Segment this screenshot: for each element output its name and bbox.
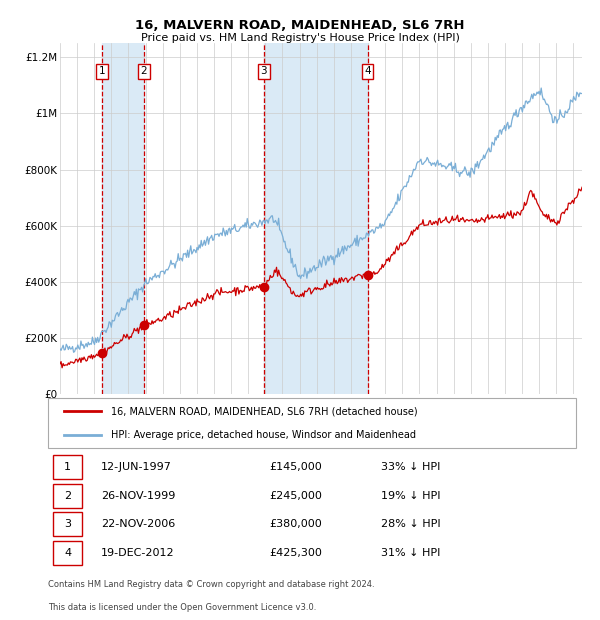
Text: 2: 2: [140, 66, 147, 76]
FancyBboxPatch shape: [53, 512, 82, 536]
Text: 19% ↓ HPI: 19% ↓ HPI: [380, 490, 440, 500]
Bar: [102, 43, 144, 394]
Bar: [263, 43, 368, 394]
Text: £145,000: £145,000: [270, 462, 323, 472]
Text: Price paid vs. HM Land Registry's House Price Index (HPI): Price paid vs. HM Land Registry's House …: [140, 33, 460, 43]
Text: 33% ↓ HPI: 33% ↓ HPI: [380, 462, 440, 472]
Text: 19-DEC-2012: 19-DEC-2012: [101, 548, 175, 558]
Text: 1: 1: [98, 66, 105, 76]
Text: 16, MALVERN ROAD, MAIDENHEAD, SL6 7RH (detached house): 16, MALVERN ROAD, MAIDENHEAD, SL6 7RH (d…: [112, 406, 418, 416]
FancyBboxPatch shape: [53, 484, 82, 508]
Text: £245,000: £245,000: [270, 490, 323, 500]
Text: 4: 4: [364, 66, 371, 76]
Text: 22-NOV-2006: 22-NOV-2006: [101, 520, 175, 529]
Text: Contains HM Land Registry data © Crown copyright and database right 2024.: Contains HM Land Registry data © Crown c…: [48, 580, 374, 589]
Text: 3: 3: [260, 66, 267, 76]
Text: 12-JUN-1997: 12-JUN-1997: [101, 462, 172, 472]
Text: 3: 3: [64, 520, 71, 529]
Text: This data is licensed under the Open Government Licence v3.0.: This data is licensed under the Open Gov…: [48, 603, 316, 612]
Text: 16, MALVERN ROAD, MAIDENHEAD, SL6 7RH: 16, MALVERN ROAD, MAIDENHEAD, SL6 7RH: [135, 19, 465, 32]
Text: £425,300: £425,300: [270, 548, 323, 558]
Text: £380,000: £380,000: [270, 520, 323, 529]
Text: 2: 2: [64, 490, 71, 500]
Text: 31% ↓ HPI: 31% ↓ HPI: [380, 548, 440, 558]
Text: 28% ↓ HPI: 28% ↓ HPI: [380, 520, 440, 529]
Text: 1: 1: [64, 462, 71, 472]
FancyBboxPatch shape: [48, 398, 576, 448]
FancyBboxPatch shape: [53, 541, 82, 565]
Text: 4: 4: [64, 548, 71, 558]
Text: 26-NOV-1999: 26-NOV-1999: [101, 490, 175, 500]
FancyBboxPatch shape: [53, 455, 82, 479]
Text: HPI: Average price, detached house, Windsor and Maidenhead: HPI: Average price, detached house, Wind…: [112, 430, 416, 440]
